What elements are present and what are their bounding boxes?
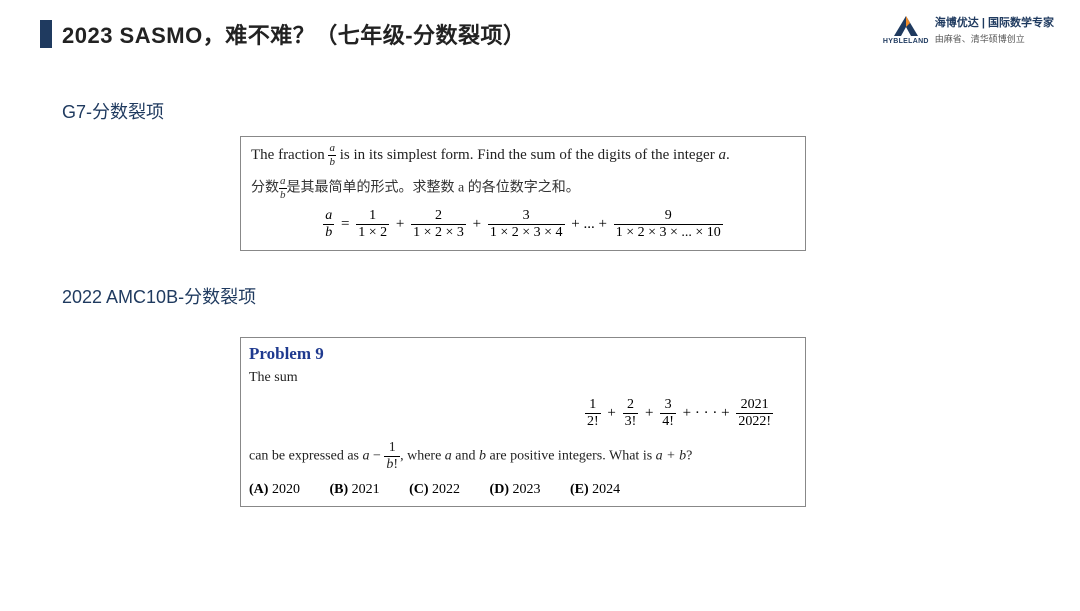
t4n: 9 xyxy=(614,209,723,224)
problem-box-2: Problem 9 The sum 12! + 23! + 34! + · · … xyxy=(240,337,806,507)
box1-english: The fraction ab is in its simplest form.… xyxy=(251,143,795,168)
brand-line1: 海博优达 | 国际数学专家 xyxy=(935,14,1054,30)
l2vb: b xyxy=(479,449,486,464)
box2-equation: 12! + 23! + 34! + · · · + 20212022! xyxy=(249,398,797,429)
page-title: 2023 SASMO，难不难？（七年级-分数裂项） xyxy=(62,18,526,50)
e4n: 2021 xyxy=(736,398,773,413)
cn-post: 是其最简单的形式。求整数 a 的各位数字之和。 xyxy=(287,181,580,196)
box2-line1: The sum xyxy=(249,370,797,386)
t2d: 1 × 2 × 3 xyxy=(411,224,466,240)
t4d: 1 × 2 × 3 × ... × 10 xyxy=(614,224,723,240)
t3d: 1 × 2 × 3 × 4 xyxy=(488,224,565,240)
cn-pre: 分数 xyxy=(251,181,279,196)
period: . xyxy=(726,147,730,163)
l2and: and xyxy=(452,449,479,464)
l2pre: can be expressed as xyxy=(249,449,363,464)
e4d: 2022! xyxy=(736,413,773,429)
cd: 2023 xyxy=(512,482,540,497)
brand-line2: 由麻省、清华硕博创立 xyxy=(935,32,1054,45)
brand-block: HYBLELAND 海博优达 | 国际数学专家 由麻省、清华硕博创立 xyxy=(883,14,1054,45)
e1d: 2! xyxy=(585,413,601,429)
title-accent-bar xyxy=(40,20,52,48)
section2-label: 2022 AMC10B-分数裂项 xyxy=(62,283,1080,309)
t3n: 3 xyxy=(488,209,565,224)
problem-box-1: The fraction ab is in its simplest form.… xyxy=(240,136,806,251)
l2minus: − xyxy=(370,449,385,464)
frac-b2: b xyxy=(279,188,287,201)
l2va: a xyxy=(445,449,452,464)
t1n: 1 xyxy=(356,209,389,224)
cb: 2021 xyxy=(352,482,380,497)
e3n: 3 xyxy=(660,398,676,413)
box1-chinese: 分数ab是其最简单的形式。求整数 a 的各位数字之和。 xyxy=(251,176,795,201)
problem9-title: Problem 9 xyxy=(249,344,797,364)
var-a: a xyxy=(718,147,726,163)
l2a: a xyxy=(363,449,370,464)
choice-e: (E) 2024 xyxy=(570,482,620,497)
frac-b: b xyxy=(328,155,336,168)
choice-a: (A) 2020 xyxy=(249,482,300,497)
answer-choices: (A) 2020 (B) 2021 (C) 2022 (D) 2023 (E) … xyxy=(249,482,797,498)
cc: 2022 xyxy=(432,482,460,497)
eq-b: b xyxy=(323,224,334,240)
e2d: 3! xyxy=(623,413,639,429)
l2end: are positive integers. What is xyxy=(486,449,656,464)
ca: 2020 xyxy=(272,482,300,497)
brand-text: 海博优达 | 国际数学专家 由麻省、清华硕博创立 xyxy=(935,14,1054,45)
box1-equation: ab = 11 × 2 + 21 × 2 × 3 + 31 × 2 × 3 × … xyxy=(251,209,795,240)
eq-a: a xyxy=(323,209,334,224)
choice-d: (D) 2023 xyxy=(490,482,541,497)
frac-a: a xyxy=(328,143,336,155)
l2q: ? xyxy=(686,449,692,464)
l2fn: 1 xyxy=(384,441,400,456)
t1d: 1 × 2 xyxy=(356,224,389,240)
brand-logo-text: HYBLELAND xyxy=(883,38,929,45)
box2-line2: can be expressed as a − 1b!, where a and… xyxy=(249,441,797,472)
choice-c: (C) 2022 xyxy=(409,482,460,497)
brand-logo: HYBLELAND xyxy=(883,15,929,45)
choice-b: (B) 2021 xyxy=(329,482,379,497)
t2n: 2 xyxy=(411,209,466,224)
e1n: 1 xyxy=(585,398,601,413)
frac-a2: a xyxy=(279,176,287,188)
section1-label: G7-分数裂项 xyxy=(62,98,1080,124)
e2n: 2 xyxy=(623,398,639,413)
ce: 2024 xyxy=(592,482,620,497)
l2post: , where xyxy=(400,449,445,464)
l2sum: a + b xyxy=(656,449,686,464)
e3d: 4! xyxy=(660,413,676,429)
logo-icon xyxy=(892,15,920,37)
